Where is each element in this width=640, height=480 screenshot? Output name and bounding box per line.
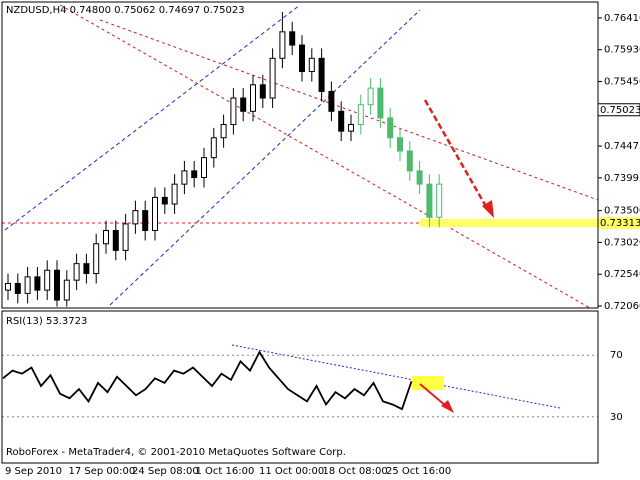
rsi-title: RSI(13) 53.3723 bbox=[6, 316, 87, 327]
candle-body bbox=[230, 97, 237, 126]
candle-body bbox=[14, 282, 21, 294]
candle-body bbox=[54, 269, 60, 301]
candle-body bbox=[436, 183, 443, 218]
candle-body bbox=[416, 170, 423, 185]
candle-body bbox=[387, 117, 394, 139]
candle-body bbox=[73, 263, 80, 281]
candle-body bbox=[83, 263, 90, 275]
candle-body bbox=[103, 230, 109, 245]
candle-body bbox=[122, 223, 129, 251]
rsi-arrow bbox=[419, 383, 447, 407]
candle-body bbox=[142, 210, 149, 232]
highlight-box bbox=[412, 376, 444, 390]
arrow-shaft bbox=[423, 99, 490, 211]
candle-body bbox=[397, 137, 403, 152]
y-tick-label: 70 bbox=[610, 350, 623, 361]
x-tick-label: 11 Oct 00:00 bbox=[259, 466, 324, 477]
candle-body bbox=[93, 243, 100, 275]
price-label: 0.75023 bbox=[600, 105, 640, 116]
candle-body bbox=[240, 97, 247, 112]
candle-body bbox=[181, 170, 188, 185]
arrow-head bbox=[441, 400, 454, 413]
candle-body bbox=[171, 183, 178, 205]
channel-line bbox=[99, 19, 599, 201]
candle-body bbox=[210, 137, 217, 159]
candle-body bbox=[308, 57, 315, 73]
candle-body bbox=[259, 84, 266, 99]
candle-body bbox=[44, 269, 51, 291]
level-label: 0.73313 bbox=[600, 218, 640, 229]
candle-body bbox=[34, 276, 41, 291]
y-tick-label: 0.73995 bbox=[604, 173, 640, 184]
candle-body bbox=[426, 183, 433, 218]
rsi-line bbox=[2, 350, 413, 411]
forecast-arrow bbox=[423, 99, 490, 211]
candle-body bbox=[269, 57, 276, 99]
x-tick-label: 18 Oct 08:00 bbox=[323, 466, 388, 477]
candle-body bbox=[152, 196, 158, 232]
x-tick-label: 1 Oct 16:00 bbox=[196, 466, 255, 477]
x-tick-label: 9 Sep 2010 bbox=[5, 466, 62, 477]
candle-body bbox=[328, 90, 335, 112]
footer: RoboForex - MetaTrader4, © 2001-2010 Met… bbox=[6, 447, 346, 458]
level-band bbox=[420, 219, 598, 228]
candle-body bbox=[220, 124, 227, 139]
x-tick-label: 24 Sep 08:00 bbox=[132, 466, 199, 477]
candle-body bbox=[348, 124, 354, 132]
y-tick-label: 0.74475 bbox=[604, 141, 640, 152]
candle-body bbox=[5, 282, 11, 291]
candle-body bbox=[161, 196, 168, 205]
rsi-frame bbox=[1, 310, 599, 464]
candle-body bbox=[377, 87, 384, 119]
channel-line bbox=[109, 9, 421, 306]
candle-body bbox=[63, 279, 70, 301]
candle-body bbox=[299, 44, 305, 73]
candle-body bbox=[24, 276, 31, 294]
candle-body bbox=[191, 170, 198, 179]
x-tick-label: 25 Oct 16:00 bbox=[386, 466, 451, 477]
candle-body bbox=[132, 210, 139, 225]
candle-body bbox=[406, 150, 413, 172]
candle-body bbox=[279, 31, 286, 59]
level-label-bg bbox=[598, 217, 640, 230]
trend-lines bbox=[4, 4, 599, 409]
x-tick-label: 17 Sep 00:00 bbox=[69, 466, 136, 477]
arrow-head bbox=[482, 200, 494, 218]
y-tick-label: 30 bbox=[610, 412, 623, 423]
candle-body bbox=[201, 157, 207, 179]
channel-line bbox=[4, 4, 301, 231]
candle-body bbox=[289, 31, 296, 46]
price-frame bbox=[1, 1, 599, 309]
candle-body bbox=[367, 87, 374, 106]
candle-body bbox=[338, 110, 345, 132]
candle-body bbox=[357, 104, 364, 126]
candle-body bbox=[250, 84, 256, 112]
chart-title: NZDUSD,H4 0.74800 0.75062 0.74697 0.7502… bbox=[6, 5, 245, 16]
candle-body bbox=[112, 230, 119, 251]
candle-body bbox=[318, 57, 325, 92]
